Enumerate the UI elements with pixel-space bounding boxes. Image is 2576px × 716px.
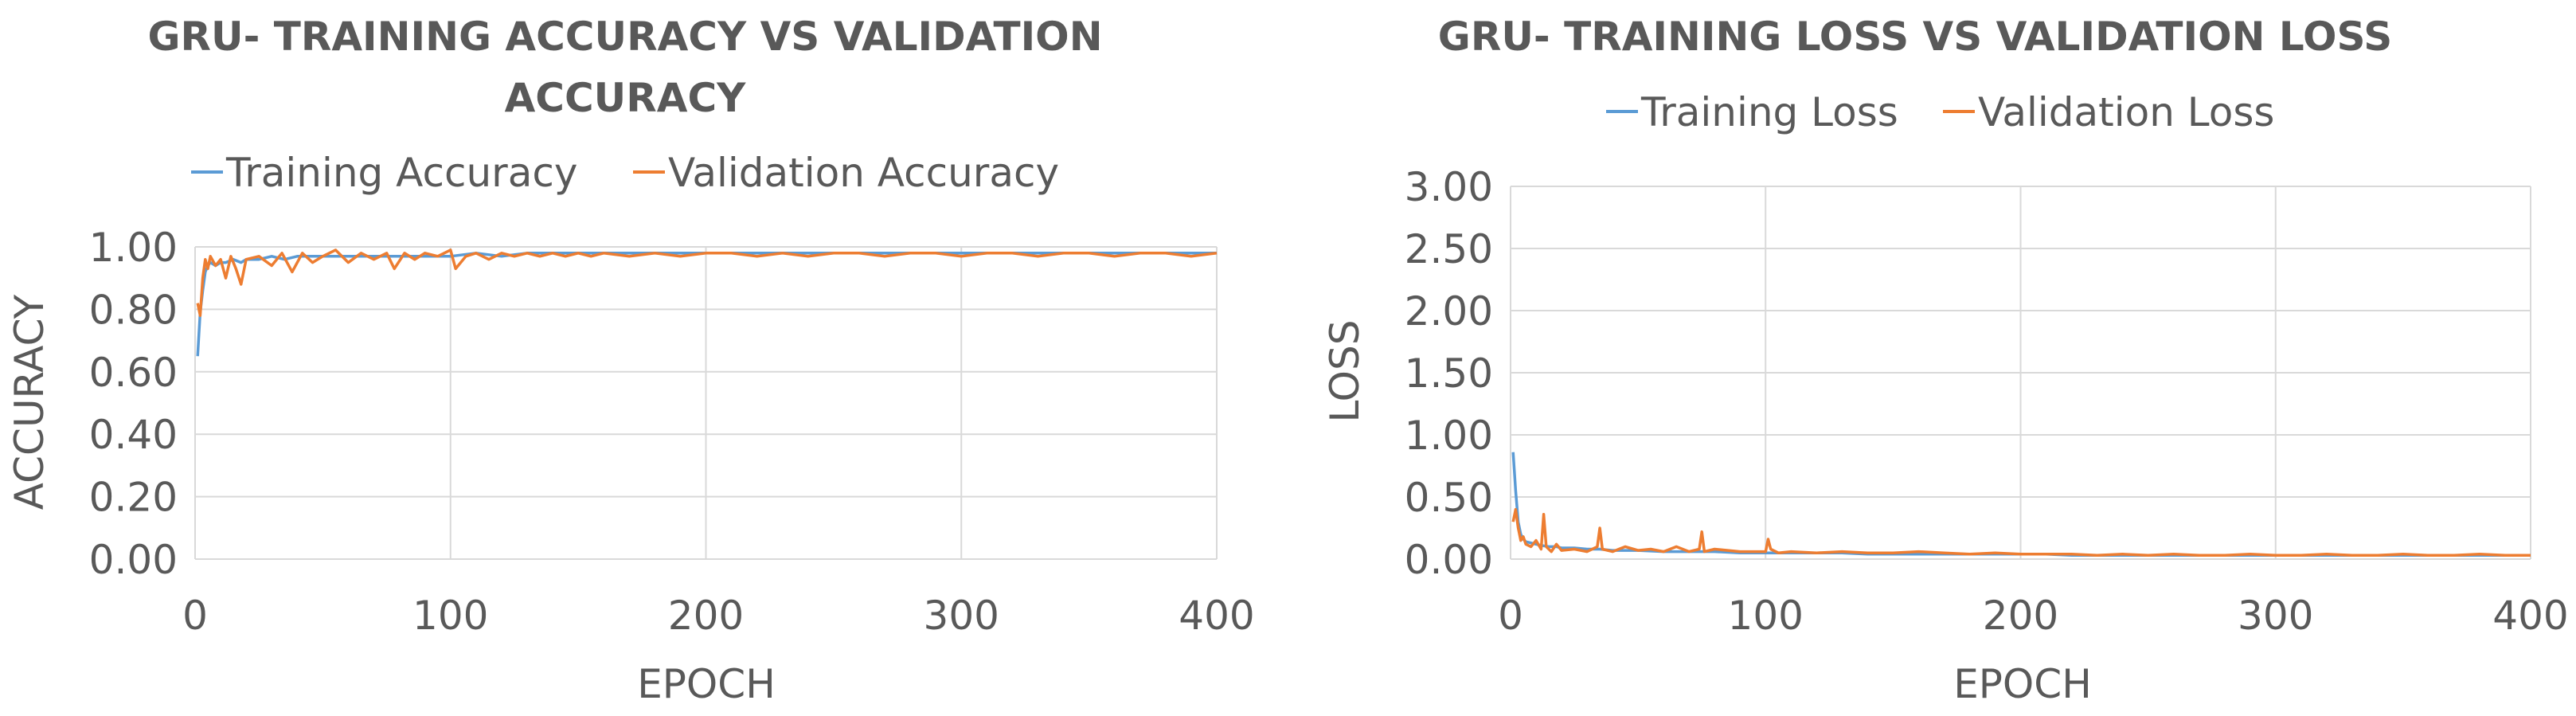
y-tick-label: 1.50 <box>1405 350 1493 397</box>
x-tick-label: 0 <box>182 593 208 639</box>
accuracy-series <box>196 248 1218 357</box>
series-line-validation-loss <box>1511 507 2531 558</box>
loss-series <box>1511 452 2531 558</box>
y-tick-label: 0.20 <box>89 475 178 521</box>
x-tick-label: 0 <box>1498 593 1523 639</box>
loss-y-tick-labels: 0.00 0.50 1.00 1.50 2.00 2.50 3.00 <box>1405 164 1493 583</box>
loss-legend: Training Loss Validation Loss <box>1606 89 2274 135</box>
accuracy-chart-title-line-1: GRU- TRAINING ACCURACY VS VALIDATION <box>147 14 1102 60</box>
loss-y-axis-title: LOSS <box>1322 320 1368 423</box>
x-tick-label: 300 <box>924 593 999 639</box>
accuracy-legend: Training Accuracy Validation Accuracy <box>191 150 1059 196</box>
y-tick-label: 1.00 <box>1405 413 1493 459</box>
legend-label-validation-accuracy: Validation Accuracy <box>668 150 1059 196</box>
y-tick-label: 0.00 <box>89 537 178 583</box>
accuracy-x-tick-labels: 0 100 200 300 400 <box>182 593 1255 639</box>
y-tick-label: 0.40 <box>89 412 178 458</box>
y-tick-label: 3.00 <box>1405 164 1493 210</box>
x-tick-label: 400 <box>1179 593 1254 639</box>
loss-chart: GRU- TRAINING LOSS VS VALIDATION LOSS Tr… <box>1322 14 2569 707</box>
x-tick-label: 200 <box>1983 593 2058 639</box>
x-tick-label: 100 <box>1728 593 1804 639</box>
y-tick-label: 0.60 <box>89 350 178 396</box>
y-tick-label: 0.80 <box>89 287 178 333</box>
accuracy-chart: GRU- TRAINING ACCURACY VS VALIDATION ACC… <box>6 14 1255 707</box>
loss-x-axis-title: EPOCH <box>1953 661 2092 707</box>
series-line-validation-accuracy <box>196 248 1218 317</box>
y-tick-label: 0.00 <box>1405 537 1493 583</box>
accuracy-y-tick-labels: 0.00 0.20 0.40 0.60 0.80 1.00 <box>89 225 178 583</box>
x-tick-label: 400 <box>2492 593 2568 639</box>
legend-label-training-accuracy: Training Accuracy <box>225 150 577 196</box>
series-line-training-loss <box>1511 452 2531 558</box>
legend-label-training-loss: Training Loss <box>1640 89 1898 135</box>
x-tick-label: 100 <box>412 593 488 639</box>
loss-chart-title: GRU- TRAINING LOSS VS VALIDATION LOSS <box>1438 14 2392 60</box>
y-tick-label: 2.50 <box>1405 226 1493 272</box>
legend-label-validation-loss: Validation Loss <box>1978 89 2274 135</box>
y-tick-label: 1.00 <box>89 225 178 271</box>
y-tick-label: 0.50 <box>1405 475 1493 521</box>
y-tick-label: 2.00 <box>1405 288 1493 335</box>
accuracy-x-axis-title: EPOCH <box>637 661 776 707</box>
loss-x-tick-labels: 0 100 200 300 400 <box>1498 593 2569 639</box>
x-tick-label: 200 <box>668 593 744 639</box>
series-line-training-accuracy <box>196 252 1217 357</box>
accuracy-chart-title-line-2: ACCURACY <box>505 75 747 121</box>
x-tick-label: 300 <box>2238 593 2313 639</box>
loss-gridlines <box>1510 186 2531 560</box>
accuracy-y-axis-title: ACCURACY <box>6 294 53 510</box>
accuracy-gridlines <box>194 246 1218 560</box>
